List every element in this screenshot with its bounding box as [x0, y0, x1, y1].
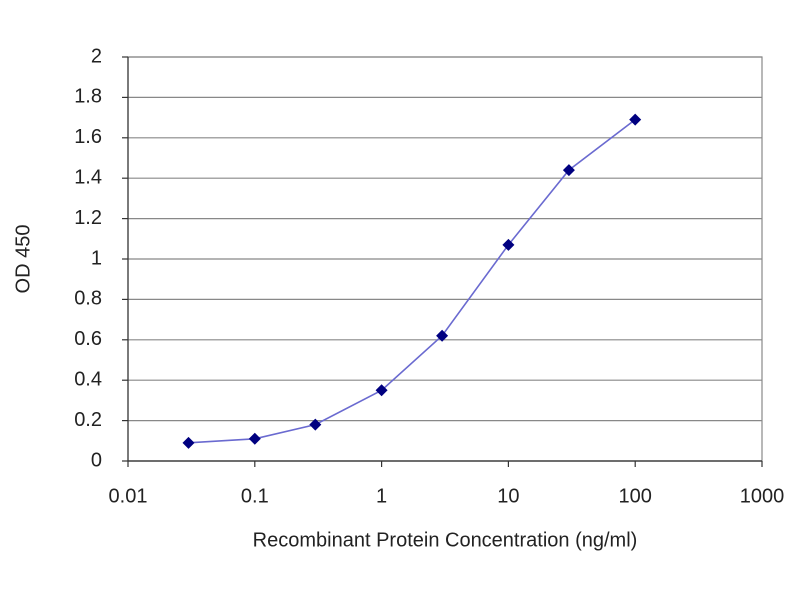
y-tick-label: 1.2 [74, 207, 102, 229]
data-point [309, 418, 322, 431]
x-tick-label: 0.01 [109, 485, 148, 507]
y-tick-label: 1.8 [74, 86, 102, 108]
data-point [562, 164, 575, 177]
y-tick-label: 2 [91, 45, 102, 67]
x-tick-label: 100 [619, 485, 652, 507]
data-point [629, 113, 642, 126]
y-tick-label: 0.6 [74, 328, 102, 350]
data-point [248, 432, 261, 445]
data-point [182, 436, 195, 449]
y-tick-label: 1.4 [74, 166, 102, 188]
y-tick-label: 0.4 [74, 368, 102, 390]
y-tick-label: 0 [91, 449, 102, 471]
data-line [188, 118, 636, 444]
x-tick-label: 1 [376, 485, 387, 507]
x-axis-label: Recombinant Protein Concentration (ng/ml… [253, 529, 638, 551]
y-tick-label: 0.2 [74, 409, 102, 431]
data-point [436, 329, 449, 342]
y-axis-label: OD 450 [12, 225, 34, 294]
x-tick-label: 1000 [740, 485, 785, 507]
x-tick-label: 0.1 [241, 485, 269, 507]
y-tick-label: 1.6 [74, 126, 102, 148]
data-point [502, 238, 515, 251]
data-point [375, 384, 388, 397]
y-tick-label: 1 [91, 247, 102, 269]
x-tick-label: 10 [497, 485, 519, 507]
y-tick-label: 0.8 [74, 288, 102, 310]
